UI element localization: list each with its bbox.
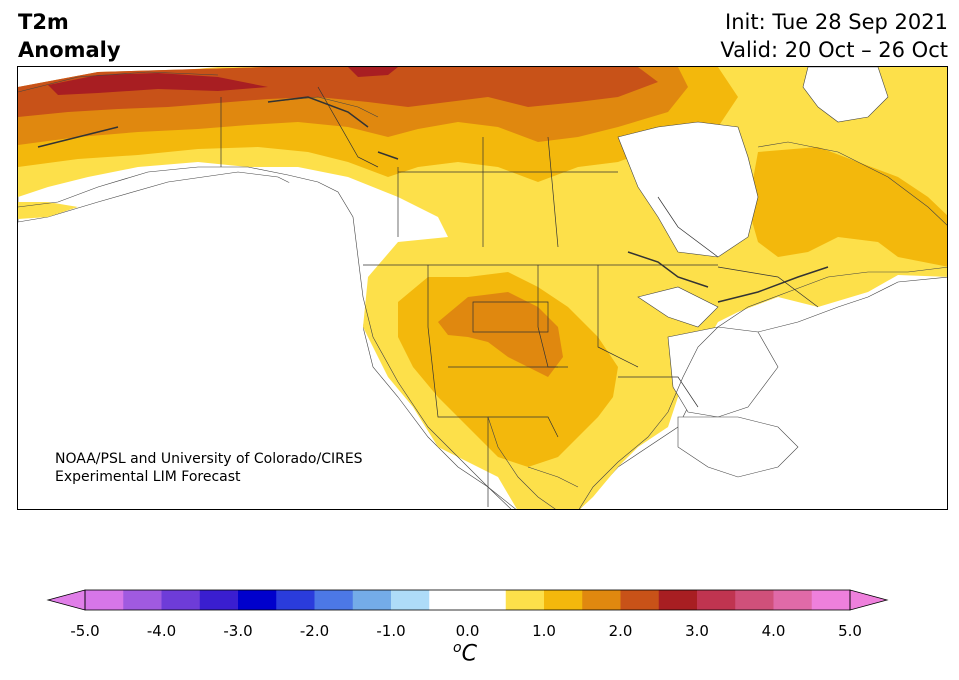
- colorbar-cell: [85, 590, 124, 610]
- colorbar-cell: [238, 590, 277, 610]
- colorbar: [46, 589, 889, 611]
- colorbar-cell: [467, 590, 507, 610]
- anomaly-map: [17, 66, 948, 510]
- coastlines: [18, 71, 947, 509]
- colorbar-tick-label: -4.0: [146, 622, 177, 640]
- colorbar-tick-label: 0.0: [455, 622, 480, 640]
- init-date: Init: Tue 28 Sep 2021: [725, 10, 948, 34]
- colorbar-cell: [161, 590, 201, 610]
- colorbar-tick-label: 3.0: [685, 622, 709, 640]
- units-base: C: [461, 641, 477, 667]
- colorbar-frame: [84, 589, 851, 611]
- colorbar-over-arrow: [849, 589, 889, 611]
- colorbar-cell: [773, 590, 813, 610]
- colorbar-tick-label: 1.0: [532, 622, 556, 640]
- colorbar-cell: [697, 590, 736, 610]
- colorbar-tick-label: 2.0: [608, 622, 633, 640]
- credit-line-1: NOAA/PSL and University of Colorado/CIRE…: [55, 451, 363, 467]
- valid-date: Valid: 20 Oct – 26 Oct: [720, 38, 948, 62]
- colorbar-cell: [123, 590, 162, 610]
- colorbar-cell: [199, 590, 239, 610]
- units-degree: o: [453, 640, 462, 656]
- colorbar-cell: [658, 590, 698, 610]
- colorbar-cells: [85, 590, 851, 610]
- colorbar-tick-label: 4.0: [761, 622, 786, 640]
- colorbar-cell: [314, 590, 354, 610]
- colorbar-cell: [505, 590, 545, 610]
- colorbar-units: oC: [453, 640, 477, 666]
- anomaly-band-2-5: [48, 67, 398, 95]
- forecast-dates: Init: Tue 28 Sep 2021 Valid: 20 Oct – 26…: [720, 8, 948, 64]
- colorbar-cell: [352, 590, 392, 610]
- map-canvas: [18, 67, 947, 509]
- colorbar-cell: [735, 590, 774, 610]
- colorbar-cell: [582, 590, 621, 610]
- title-line-1: T2m: [18, 10, 69, 34]
- water-bodies: [18, 67, 889, 509]
- colorbar-tick-label: -5.0: [70, 622, 100, 640]
- colorbar-cell: [544, 590, 583, 610]
- colorbar-tick-label: -1.0: [376, 622, 406, 640]
- title-line-2: Anomaly: [18, 38, 121, 62]
- colorbar-cell: [811, 590, 851, 610]
- colorbar-under-arrow: [46, 589, 86, 611]
- credit-line-2: Experimental LIM Forecast: [55, 469, 241, 485]
- credit-text: NOAA/PSL and University of Colorado/CIRE…: [55, 450, 363, 486]
- colorbar-cell: [429, 590, 468, 610]
- political-boundaries: [220, 86, 819, 507]
- colorbar-tick-label: -3.0: [223, 622, 253, 640]
- colorbar-tick-label: -2.0: [299, 622, 330, 640]
- colorbar-cell: [276, 590, 315, 610]
- map-title: T2m Anomaly: [18, 8, 121, 64]
- colorbar-cell: [391, 590, 430, 610]
- mexico-outline: [487, 416, 579, 509]
- colorbar-cell: [620, 590, 660, 610]
- great-lakes: [37, 96, 829, 303]
- colorbar-tick-label: 5.0: [838, 622, 862, 640]
